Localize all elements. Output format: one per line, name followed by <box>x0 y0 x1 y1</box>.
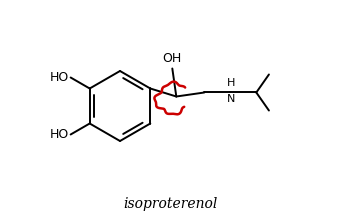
Text: OH: OH <box>163 51 182 65</box>
Text: H: H <box>227 78 236 87</box>
Text: HO: HO <box>49 128 69 141</box>
Text: N: N <box>227 94 236 104</box>
Text: HO: HO <box>49 71 69 84</box>
Text: isoproterenol: isoproterenol <box>123 197 217 211</box>
